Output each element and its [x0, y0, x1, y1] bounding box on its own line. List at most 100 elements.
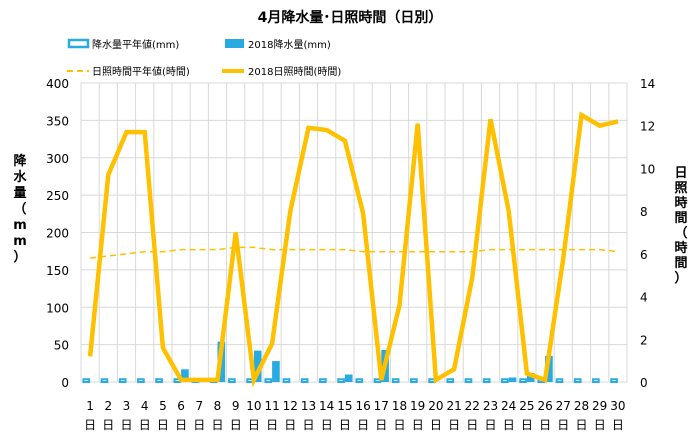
y-tick-left: 300 — [46, 152, 69, 166]
x-tick-day-suffix: 日 — [321, 418, 333, 432]
axis-title-char: m — [13, 218, 27, 233]
x-tick-day-suffix: 日 — [575, 418, 587, 432]
bar-rain-normal — [464, 378, 473, 384]
plot-area: 050100150200250300350400024681012141日2日3… — [46, 77, 655, 432]
x-tick-day-suffix: 日 — [266, 418, 278, 432]
x-tick-label: 8 — [214, 399, 222, 413]
x-tick-label: 26 — [537, 399, 552, 413]
y-tick-left: 400 — [46, 77, 69, 91]
x-tick-day-suffix: 日 — [339, 418, 351, 432]
bar-rain-normal — [264, 378, 273, 384]
x-tick-label: 27 — [556, 399, 571, 413]
x-tick-label: 2 — [104, 399, 112, 413]
x-tick-day-suffix: 日 — [120, 418, 132, 432]
x-tick-label: 15 — [337, 399, 352, 413]
x-tick-label: 4 — [141, 399, 149, 413]
y-tick-right: 6 — [640, 248, 648, 262]
x-tick-label: 11 — [264, 399, 279, 413]
y-tick-right: 2 — [640, 333, 648, 347]
x-tick-day-suffix: 日 — [357, 418, 369, 432]
bar-rain-normal — [573, 378, 582, 384]
bar-rain-normal — [228, 378, 236, 384]
bar-rain-normal — [501, 378, 509, 384]
bar-rain-normal — [391, 378, 400, 384]
legend-label-rain-2018: 2018降水量(mm) — [248, 38, 331, 51]
bar-rain-normal — [118, 378, 127, 384]
y-tick-left: 150 — [46, 264, 69, 278]
x-tick-label: 19 — [410, 399, 425, 413]
bar-rain-normal — [355, 378, 364, 384]
bar-rain-2018 — [344, 374, 353, 382]
x-tick-day-suffix: 日 — [448, 418, 460, 432]
axis-title-char: 間 — [674, 211, 687, 226]
x-tick-label: 22 — [465, 399, 480, 413]
x-tick-label: 25 — [519, 399, 534, 413]
bar-rain-normal — [610, 378, 618, 384]
bar-rain-2018 — [181, 369, 189, 382]
x-tick-label: 1 — [86, 399, 94, 413]
x-tick-day-suffix: 日 — [302, 418, 314, 432]
y-tick-left: 250 — [46, 189, 69, 203]
bar-rain-normal — [155, 378, 163, 384]
y-tick-right: 10 — [640, 162, 655, 176]
legend-label-rain-normal: 降水量平年値(mm) — [92, 38, 179, 51]
line-sun-normal — [90, 246, 618, 259]
x-tick-label: 16 — [355, 399, 370, 413]
axis-title-char: 降 — [13, 153, 27, 169]
bar-rain-normal — [82, 378, 91, 384]
x-tick-day-suffix: 日 — [175, 418, 187, 432]
y-axis-left-title: 降水量（mm） — [13, 153, 27, 265]
x-tick-day-suffix: 日 — [466, 418, 478, 432]
bar-rain-2018 — [272, 361, 280, 382]
axis-title-char: 水 — [13, 169, 27, 185]
x-tick-label: 10 — [246, 399, 261, 413]
bar-rain-normal — [482, 378, 491, 384]
x-tick-day-suffix: 日 — [412, 418, 424, 432]
x-tick-label: 20 — [428, 399, 443, 413]
legend: 降水量平年値(mm) 2018降水量(mm) 日照時間平年値(時間) 2018日… — [67, 38, 341, 78]
x-tick-label: 13 — [301, 399, 316, 413]
x-tick-label: 18 — [392, 399, 407, 413]
x-tick-label: 14 — [319, 399, 334, 413]
bar-rain-normal — [446, 378, 455, 384]
x-tick-label: 12 — [283, 399, 298, 413]
x-tick-label: 9 — [232, 399, 240, 413]
bar-rain-2018 — [526, 373, 535, 382]
x-tick-day-suffix: 日 — [393, 418, 405, 432]
x-tick-day-suffix: 日 — [430, 418, 442, 432]
legend-label-sun-2018: 2018日照時間(時間) — [248, 66, 341, 78]
bar-rain-normal — [319, 378, 327, 384]
x-tick-day-suffix: 日 — [193, 418, 205, 432]
axis-title-char: 日 — [674, 166, 687, 181]
x-tick-label: 30 — [610, 399, 625, 413]
y-axis-right-title: 日照時間（時間） — [674, 166, 687, 286]
bar-rain-normal — [519, 378, 527, 384]
x-tick-label: 28 — [574, 399, 589, 413]
axis-title-char: 間 — [674, 256, 687, 271]
x-tick-day-suffix: 日 — [539, 418, 551, 432]
y-tick-left: 200 — [46, 227, 69, 241]
bar-rain-normal — [282, 378, 291, 384]
x-tick-label: 29 — [592, 399, 607, 413]
x-tick-day-suffix: 日 — [557, 418, 569, 432]
x-tick-day-suffix: 日 — [612, 418, 624, 432]
x-tick-day-suffix: 日 — [230, 418, 242, 432]
bar-rain-normal — [337, 378, 345, 384]
y-tick-right: 8 — [640, 205, 648, 219]
x-tick-day-suffix: 日 — [375, 418, 387, 432]
axis-title-char: 量 — [13, 186, 26, 201]
chart-title: 4月降水量･日照時間（日別） — [258, 9, 443, 26]
axis-title-char: （ — [13, 201, 26, 217]
bar-rain-normal — [555, 378, 564, 384]
axis-title-char: ） — [13, 249, 26, 265]
y-tick-right: 4 — [640, 291, 648, 305]
bar-rain-2018 — [508, 377, 517, 382]
x-tick-label: 3 — [123, 399, 131, 413]
y-tick-right: 12 — [640, 120, 655, 134]
x-tick-label: 7 — [195, 399, 203, 413]
legend-swatch-rain-2018 — [225, 39, 244, 48]
bar-rain-normal — [410, 378, 418, 384]
bar-rain-normal — [300, 378, 309, 384]
x-tick-day-suffix: 日 — [84, 418, 96, 432]
x-tick-day-suffix: 日 — [211, 418, 223, 432]
